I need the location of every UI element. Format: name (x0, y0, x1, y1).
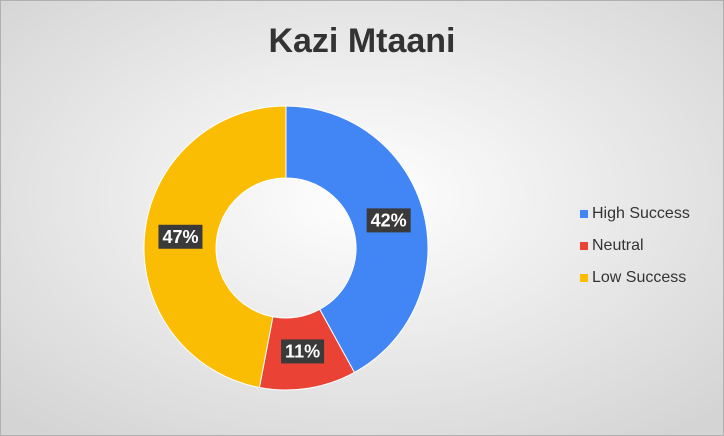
chart-title: Kazi Mtaani (268, 22, 455, 60)
legend-swatch (580, 210, 588, 218)
data-label-text: 11% (285, 341, 320, 361)
data-label: 42% (366, 208, 411, 233)
data-label: 11% (281, 339, 325, 364)
data-label-text: 42% (371, 210, 407, 230)
donut-segment (285, 105, 429, 374)
legend-label: High Success (592, 205, 690, 222)
data-label-box (366, 208, 411, 233)
data-label-box (281, 339, 325, 364)
legend-label: Low Success (592, 269, 686, 286)
data-label-text: 47% (162, 227, 198, 247)
legend-swatch (580, 274, 588, 282)
data-label-box (158, 224, 203, 249)
data-label: 47% (158, 224, 203, 249)
legend-label: Neutral (592, 237, 644, 254)
donut-segment (143, 105, 287, 389)
legend-swatch (580, 242, 588, 250)
